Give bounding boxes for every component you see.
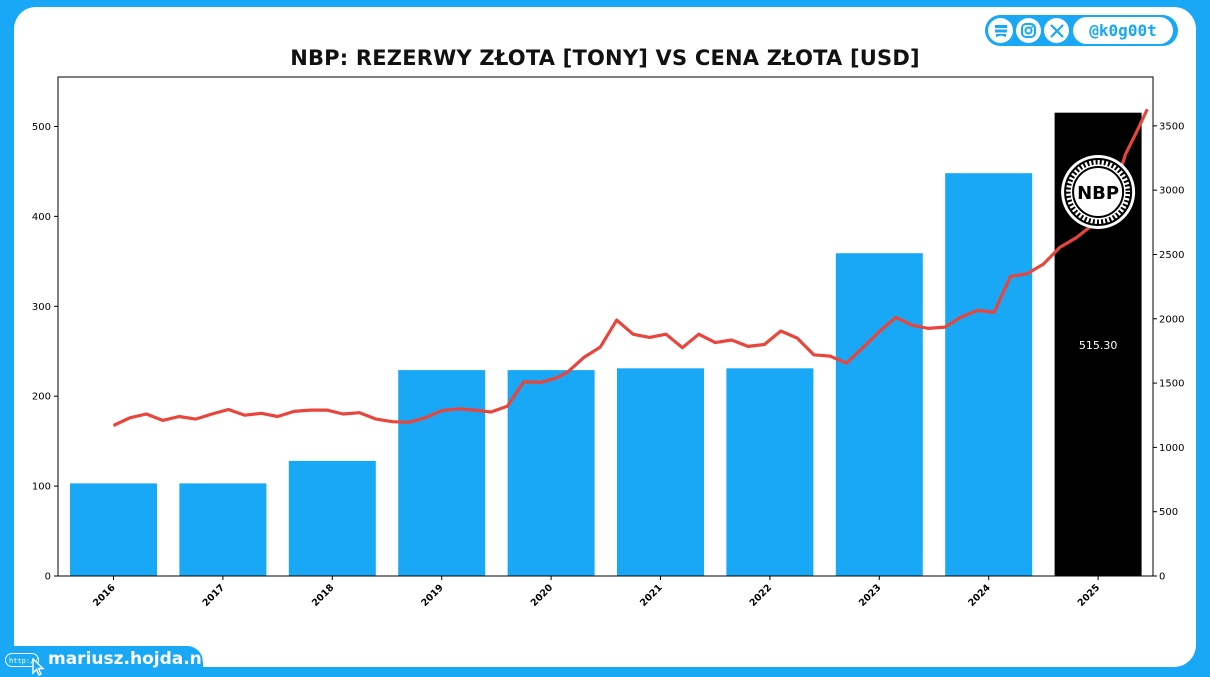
website-badge[interactable]: http:// mariusz.hojda.net bbox=[0, 646, 221, 677]
bar-2019 bbox=[398, 370, 486, 576]
left-tick-label: 0 bbox=[45, 572, 51, 583]
x-tick-label: 2022 bbox=[748, 582, 774, 608]
x-tick-label: 2017 bbox=[201, 582, 227, 608]
x-tick-label: 2021 bbox=[638, 582, 664, 608]
right-tick-label: 3000 bbox=[1159, 186, 1184, 197]
http-label: http:// bbox=[5, 653, 39, 667]
right-tick-label: 2000 bbox=[1159, 314, 1184, 325]
left-tick-label: 400 bbox=[32, 212, 51, 223]
highlight-value-label: 515.30 bbox=[1079, 339, 1118, 352]
bar-2018 bbox=[288, 460, 376, 576]
x-icon[interactable] bbox=[1044, 18, 1069, 43]
right-tick-label: 2500 bbox=[1159, 250, 1184, 261]
bar-2024 bbox=[945, 173, 1033, 576]
social-bar: @k0g00t bbox=[985, 15, 1178, 46]
book-icon[interactable] bbox=[988, 18, 1013, 43]
bar-2022 bbox=[726, 368, 814, 576]
left-tick-label: 300 bbox=[32, 302, 51, 313]
cursor-icon bbox=[32, 658, 45, 676]
bar-2023 bbox=[835, 253, 923, 576]
x-tick-label: 2016 bbox=[91, 582, 118, 609]
chart-title: NBP: REZERWY ZŁOTA [TONY] VS CENA ZŁOTA … bbox=[290, 46, 920, 70]
left-tick-label: 500 bbox=[32, 122, 51, 133]
x-tick-label: 2025 bbox=[1076, 582, 1102, 608]
left-tick-label: 100 bbox=[32, 482, 51, 493]
x-tick-label: 2020 bbox=[529, 582, 556, 609]
x-tick-label: 2018 bbox=[310, 582, 337, 609]
right-tick-label: 500 bbox=[1159, 507, 1178, 518]
right-tick-label: 1500 bbox=[1159, 379, 1184, 390]
website-url[interactable]: mariusz.hojda.net bbox=[48, 649, 222, 669]
gold-price-line bbox=[112, 108, 1149, 427]
x-tick-label: 2019 bbox=[419, 582, 445, 608]
right-tick-label: 0 bbox=[1159, 572, 1165, 583]
bar-2020 bbox=[507, 370, 595, 576]
left-tick-label: 200 bbox=[32, 392, 51, 403]
right-tick-label: 1000 bbox=[1159, 443, 1184, 454]
bar-2016 bbox=[70, 483, 157, 576]
plot-frame bbox=[57, 76, 1154, 577]
logo-text: NBP bbox=[1077, 183, 1119, 204]
right-tick-label: 3500 bbox=[1159, 121, 1184, 132]
nbp-logo: NBP bbox=[1061, 155, 1136, 229]
social-handle[interactable]: @k0g00t bbox=[1073, 17, 1173, 44]
bar-2021 bbox=[617, 368, 704, 576]
instagram-icon[interactable] bbox=[1016, 18, 1041, 43]
x-tick-label: 2024 bbox=[966, 582, 993, 609]
bar-2017 bbox=[179, 483, 267, 576]
x-tick-label: 2023 bbox=[857, 582, 883, 608]
